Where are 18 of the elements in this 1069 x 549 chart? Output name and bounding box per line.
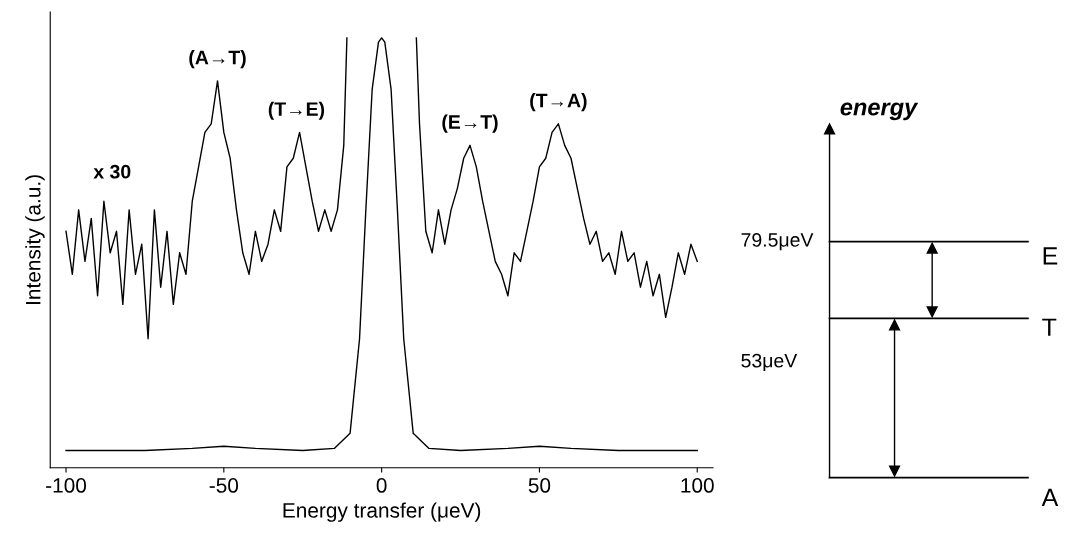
x-tick-label: -100: [46, 478, 87, 493]
annotation: x 30: [93, 164, 131, 179]
text: 79.5μeV: [741, 233, 814, 251]
annotation: (T→E): [268, 101, 325, 120]
x-tick-label: -50: [209, 478, 239, 493]
x-tick-label: 0: [376, 478, 387, 493]
x-axis-title: Energy transfer (μeV): [283, 502, 481, 522]
text: E: [1043, 247, 1058, 265]
text: A: [1041, 488, 1059, 507]
annotation: (T→A): [530, 93, 587, 112]
text: T: [1042, 318, 1057, 336]
text: 53μeV: [741, 353, 798, 372]
x-tick-label: 100: [681, 478, 714, 493]
y-axis-title: Intensity (a.u.): [25, 175, 45, 304]
text: energy: [840, 102, 919, 121]
x-tick-label: 50: [528, 478, 551, 493]
annotation: (A→T): [189, 50, 246, 69]
annotation: (E→T): [442, 114, 498, 133]
